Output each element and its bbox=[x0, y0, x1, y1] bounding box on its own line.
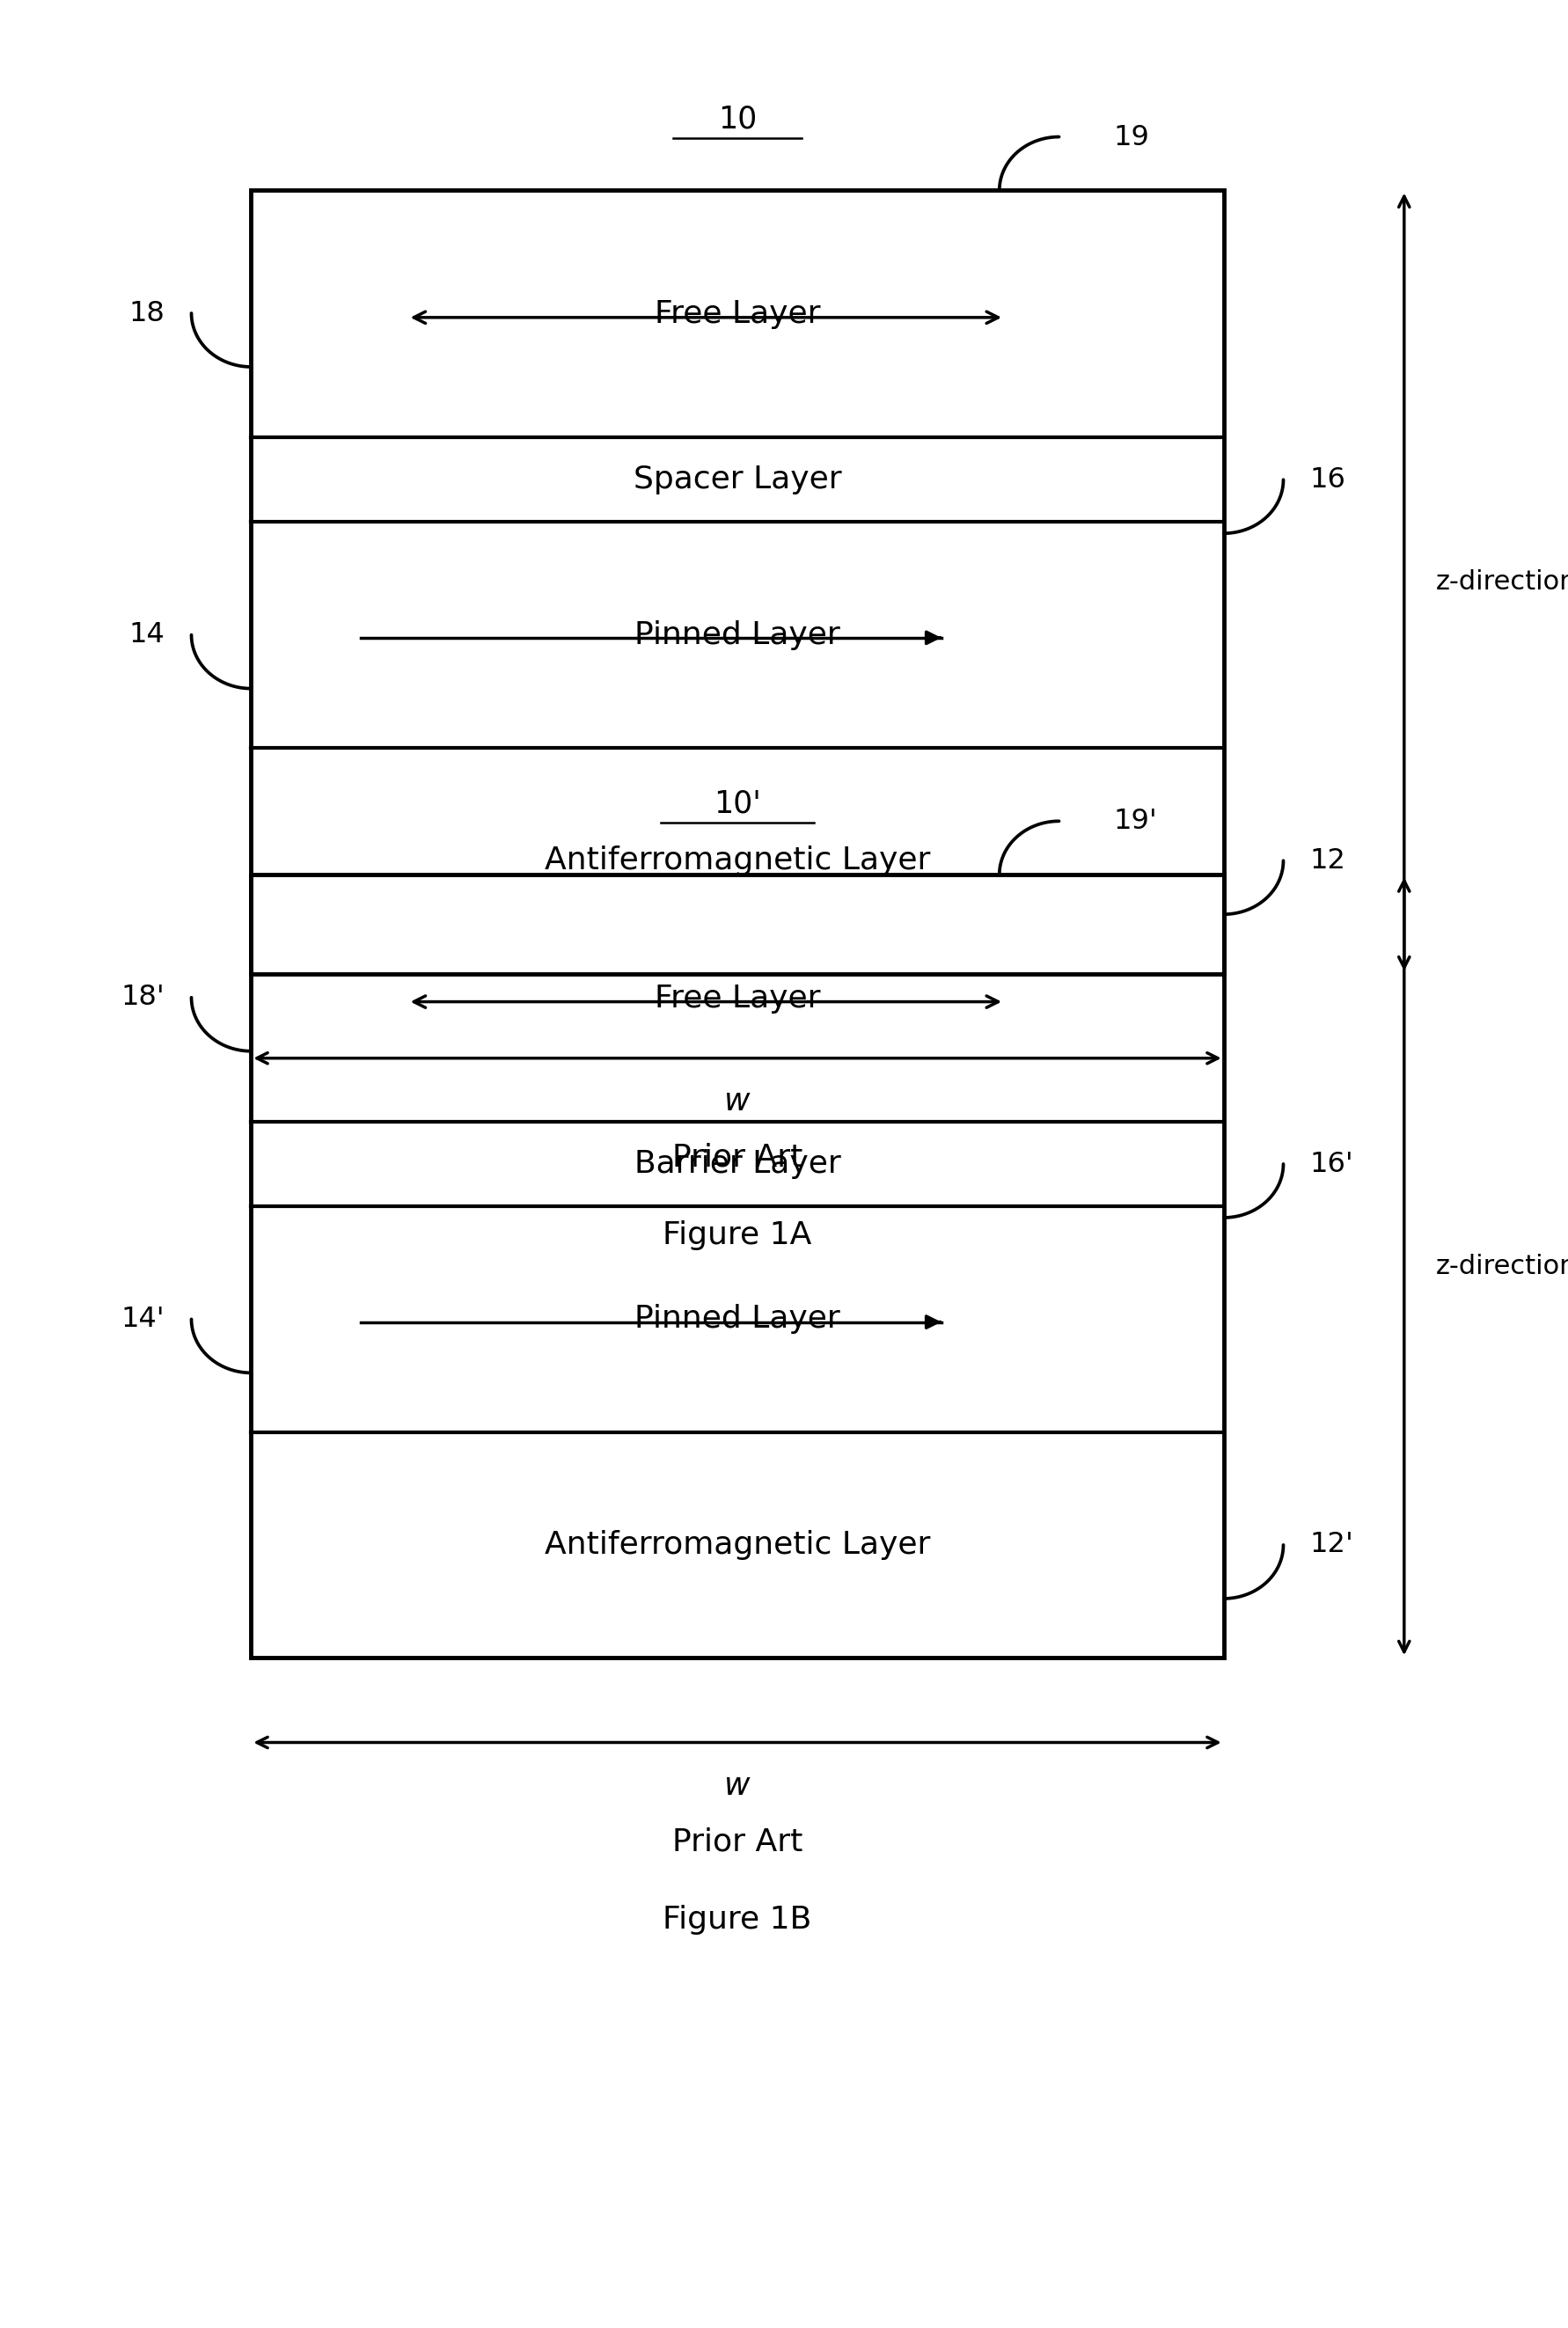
Text: Pinned Layer: Pinned Layer bbox=[633, 619, 840, 650]
Text: Figure 1A: Figure 1A bbox=[663, 1220, 811, 1250]
Text: 12': 12' bbox=[1309, 1532, 1353, 1557]
Text: 16': 16' bbox=[1309, 1150, 1353, 1178]
Text: Barrier Layer: Barrier Layer bbox=[633, 1150, 840, 1178]
Text: 12: 12 bbox=[1309, 847, 1345, 875]
Text: Antiferromagnetic Layer: Antiferromagnetic Layer bbox=[544, 845, 930, 875]
Text: 14: 14 bbox=[129, 622, 165, 650]
Text: Prior Art: Prior Art bbox=[671, 1827, 803, 1858]
Text: 19: 19 bbox=[1113, 123, 1149, 151]
Text: 16: 16 bbox=[1309, 466, 1345, 494]
Text: 18': 18' bbox=[121, 985, 165, 1010]
Text: Figure 1B: Figure 1B bbox=[663, 1904, 811, 1935]
Text: Antiferromagnetic Layer: Antiferromagnetic Layer bbox=[544, 1529, 930, 1560]
Text: Pinned Layer: Pinned Layer bbox=[633, 1304, 840, 1334]
Text: 14': 14' bbox=[121, 1306, 165, 1334]
Bar bbox=[251, 191, 1223, 973]
Text: Spacer Layer: Spacer Layer bbox=[633, 466, 840, 494]
Text: 10': 10' bbox=[713, 789, 760, 819]
Text: Free Layer: Free Layer bbox=[654, 982, 820, 1013]
Text: Prior Art: Prior Art bbox=[671, 1143, 803, 1173]
Text: Free Layer: Free Layer bbox=[654, 298, 820, 328]
Text: z-direction: z-direction bbox=[1435, 1252, 1568, 1278]
Text: w: w bbox=[724, 1087, 750, 1117]
Text: 10: 10 bbox=[718, 105, 756, 135]
Text: 18: 18 bbox=[129, 300, 165, 326]
Bar bbox=[251, 875, 1223, 1658]
Text: 19': 19' bbox=[1113, 808, 1157, 836]
Text: w: w bbox=[724, 1772, 750, 1800]
Text: z-direction: z-direction bbox=[1435, 570, 1568, 594]
